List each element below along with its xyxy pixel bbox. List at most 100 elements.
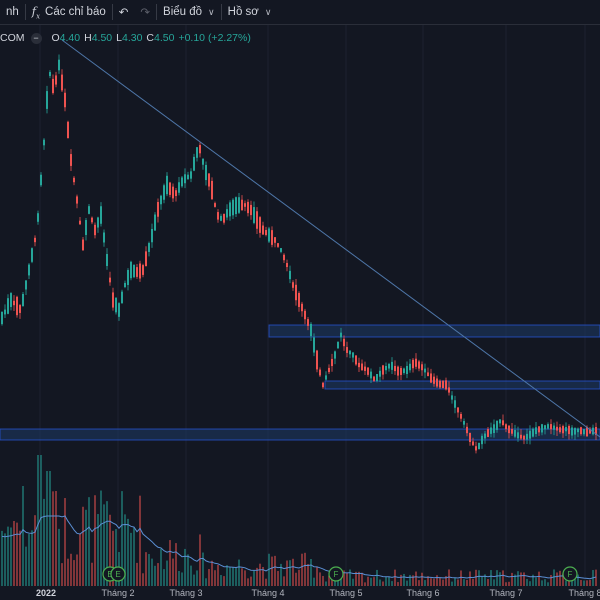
indicators-button[interactable]: fx Các chỉ báo <box>26 0 112 24</box>
volume-bar <box>463 579 465 586</box>
candle-body <box>538 426 540 433</box>
volume-bar <box>505 582 507 586</box>
volume-bar <box>178 570 180 586</box>
candle-body <box>19 305 21 313</box>
volume-bar <box>187 554 189 586</box>
candle-body <box>460 413 462 419</box>
volume-bar <box>325 581 327 586</box>
trendline[interactable] <box>61 39 600 438</box>
candle-body <box>22 293 24 307</box>
candle-body <box>478 442 480 450</box>
profile-dropdown[interactable]: Hồ sơ ∨ <box>222 0 278 24</box>
candle-body <box>364 366 366 371</box>
volume-bar <box>1 530 3 586</box>
candle-body <box>253 207 255 223</box>
chevron-down-icon: ∨ <box>208 6 215 17</box>
candle-body <box>223 214 225 223</box>
candle-body <box>277 243 279 247</box>
candle-body <box>94 224 96 236</box>
candle-body <box>301 303 303 312</box>
volume-bar <box>502 570 504 586</box>
volume-bar <box>73 560 75 586</box>
volume-moving-average-line <box>1 515 597 580</box>
event-marker-icon: E <box>110 566 126 582</box>
candle-body <box>247 201 249 214</box>
candle-body <box>319 369 321 376</box>
volume-bar <box>358 571 360 586</box>
volume-bar <box>415 571 417 586</box>
candle-body <box>79 220 81 225</box>
candle-body <box>169 182 171 195</box>
volume-bar <box>319 572 321 586</box>
volume-bar <box>163 569 165 586</box>
time-axis-label: 2022 <box>35 588 57 598</box>
candle-body <box>409 363 411 371</box>
volume-bar <box>211 560 213 586</box>
volume-bar <box>106 501 108 586</box>
volume-bar <box>397 582 399 586</box>
change-value: +0.10 (+2.27%) <box>178 32 251 44</box>
volume-bar <box>511 572 513 586</box>
candle-body <box>382 365 384 375</box>
volume-bar <box>574 579 576 586</box>
volume-bar <box>316 567 318 586</box>
volume-bar <box>22 486 24 586</box>
candle-body <box>352 352 354 358</box>
volume-bar <box>394 569 396 586</box>
candle-body <box>421 364 423 371</box>
volume-bar <box>133 527 135 586</box>
candle-body <box>361 363 363 371</box>
chart-type-dropdown[interactable]: Biểu đồ ∨ <box>157 0 221 24</box>
candle-body <box>115 297 117 313</box>
volume-bar <box>298 569 300 586</box>
candle-body <box>199 145 201 154</box>
candle-body <box>13 300 15 306</box>
volume-bar <box>328 575 330 586</box>
toolbar-cut-item[interactable]: nh <box>0 0 25 24</box>
volume-bar <box>190 565 192 586</box>
candle-body <box>565 427 567 432</box>
time-axis-label: Tháng 5 <box>329 588 363 598</box>
volume-bar <box>544 579 546 586</box>
volume-bar <box>61 563 63 586</box>
price-candles <box>1 54 597 454</box>
volume-bar <box>256 567 258 586</box>
redo-button[interactable]: ↷ <box>134 0 156 24</box>
candle-body <box>1 311 3 325</box>
candle-body <box>469 432 471 443</box>
candle-body <box>514 429 516 437</box>
candle-body <box>271 230 273 245</box>
volume-bar <box>124 514 126 586</box>
volume-bar <box>46 471 48 586</box>
volume-bar <box>289 560 291 586</box>
volume-bar <box>13 521 15 586</box>
candle-body <box>133 264 135 278</box>
toolbar-divider <box>220 4 222 20</box>
candle-body <box>295 284 297 301</box>
volume-bar <box>67 558 69 586</box>
candle-body <box>142 265 144 275</box>
undo-icon: ↶ <box>118 7 129 19</box>
candle-body <box>436 378 438 387</box>
high-value: 4.50 <box>91 32 113 44</box>
candle-body <box>571 427 573 436</box>
candle-body <box>349 350 351 355</box>
candle-body <box>415 358 417 367</box>
candle-body <box>517 432 519 439</box>
volume-bar <box>379 579 381 586</box>
candle-body <box>307 319 309 326</box>
volume-bar <box>193 574 195 586</box>
volume-bar <box>154 565 156 586</box>
volume-bar <box>85 509 87 586</box>
volume-bar <box>370 577 372 586</box>
volume-bar <box>175 543 177 586</box>
candle-body <box>454 400 456 408</box>
volume-bar <box>430 578 432 586</box>
collapse-toggle-icon[interactable]: − <box>30 32 42 44</box>
volume-bar <box>292 558 294 586</box>
undo-button[interactable]: ↶ <box>113 0 135 24</box>
volume-bar <box>64 498 66 586</box>
volume-bar <box>346 573 348 586</box>
